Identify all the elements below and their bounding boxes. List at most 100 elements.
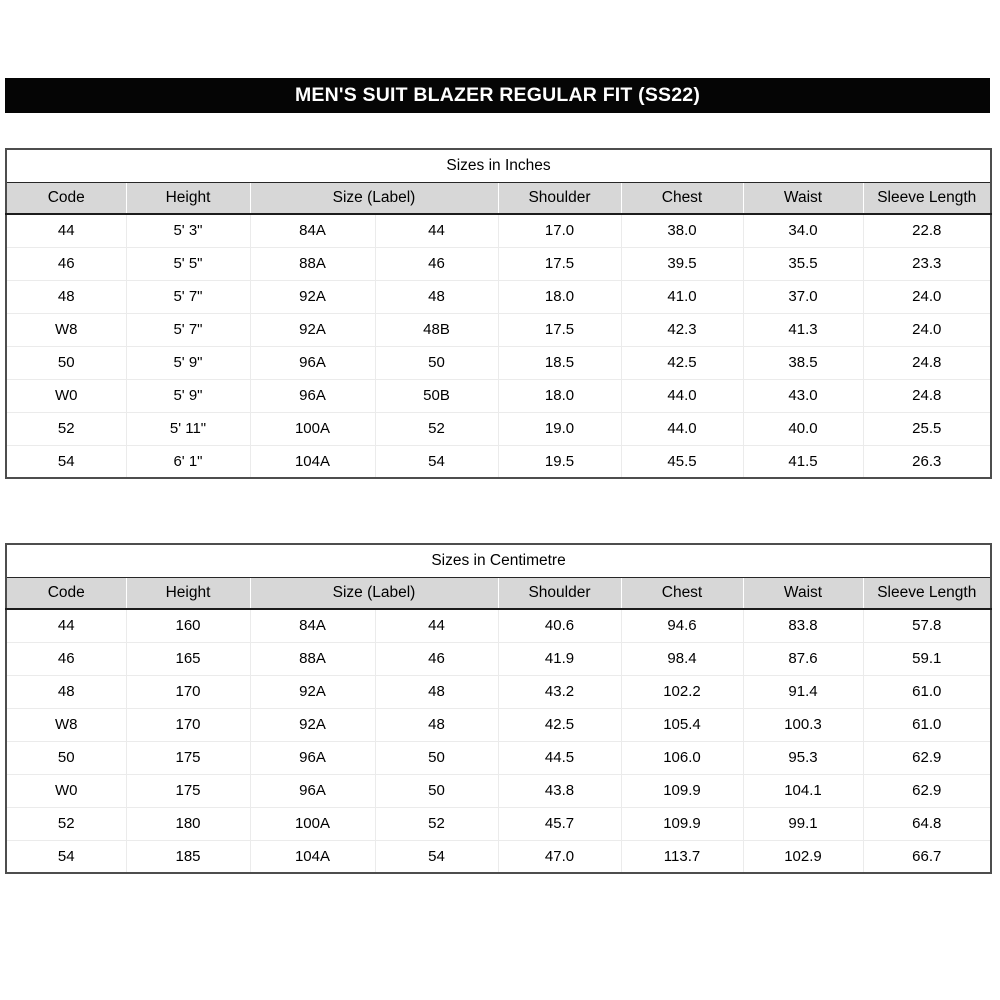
column-header: Chest	[620, 577, 743, 610]
table-cell: 43.2	[497, 674, 621, 708]
table-cell: 95.3	[742, 740, 863, 774]
table-cell: 42.5	[497, 707, 621, 741]
column-header: Height	[125, 577, 250, 610]
table-row: 46 5' 5" 88A 46 17.5 39.5 35.5 23.3	[6, 246, 991, 280]
table-cell: 102.2	[620, 674, 743, 708]
table-cell: 92A	[249, 279, 375, 313]
table-cell: 26.3	[862, 444, 991, 478]
table-cell: 175	[125, 773, 250, 807]
table-row: 44 160 84A 44 40.6 94.6 83.8 57.8	[6, 609, 992, 642]
table-cell: 44	[6, 214, 126, 247]
table-cell: 40.0	[742, 411, 863, 445]
table-cell: 98.4	[620, 641, 743, 675]
table-cell: 113.7	[620, 839, 743, 873]
table-cell: 94.6	[620, 609, 743, 642]
column-header: Sleeve Length	[862, 182, 991, 215]
table-cell: 47.0	[497, 839, 621, 873]
table-cell: 100A	[249, 411, 375, 445]
table-cell: 22.8	[862, 214, 991, 247]
table-cell: 92A	[249, 674, 375, 708]
table-cell: 185	[125, 839, 250, 873]
table-cell: 50	[374, 740, 498, 774]
table-cell: 5' 3"	[125, 214, 250, 247]
table-cell: 92A	[249, 707, 375, 741]
table-cell: 64.8	[862, 806, 992, 840]
table-cell: 48	[374, 279, 498, 313]
sizes-in-centimetre-table: Sizes in Centimetre Code Height Size (Label…	[5, 543, 993, 874]
table-cell: 24.8	[862, 378, 991, 412]
table-cell: 41.5	[742, 444, 863, 478]
table-cell: 37.0	[742, 279, 863, 313]
table-cell: 104.1	[742, 773, 863, 807]
column-header: Shoulder	[497, 577, 621, 610]
table-cell: 57.8	[862, 609, 992, 642]
table-row: 52 180 100A 52 45.7 109.9 99.1 64.8	[6, 806, 992, 840]
table-cell: 52	[6, 411, 126, 445]
page-title: MEN'S SUIT BLAZER REGULAR FIT (SS22)	[294, 84, 701, 106]
table-row: 44 5' 3" 84A 44 17.0 38.0 34.0 22.8	[6, 214, 991, 247]
table-cell: 109.9	[620, 773, 743, 807]
table-cell: 45.7	[497, 806, 621, 840]
table-cell: W0	[6, 773, 126, 807]
table-cell: 54	[6, 839, 126, 873]
column-header: Chest	[620, 182, 743, 215]
table-cell: 96A	[249, 773, 375, 807]
table-title-row: Sizes in Inches	[6, 149, 991, 183]
table-row: 52 5' 11" 100A 52 19.0 44.0 40.0 25.5	[6, 411, 991, 445]
table-cell: 102.9	[742, 839, 863, 873]
table-header-row: Code Height Size (Label) Shoulder Chest Waist…	[6, 577, 992, 610]
table-cell: 5' 5"	[125, 246, 250, 280]
table-cell: 46	[374, 246, 498, 280]
table-cell: 18.5	[497, 345, 621, 379]
table-cell: 180	[125, 806, 250, 840]
table-cell: 52	[374, 411, 498, 445]
table-cell: 23.3	[862, 246, 991, 280]
table-cell: 18.0	[497, 378, 621, 412]
table-title: Sizes in Inches	[6, 149, 991, 183]
table-title: Sizes in Centimetre	[6, 544, 992, 578]
column-header: Height	[125, 182, 250, 215]
table-cell: 5' 7"	[125, 279, 250, 313]
table-cell: 104A	[249, 444, 375, 478]
table-row: W0 5' 9" 96A 50B 18.0 44.0 43.0 24.8	[6, 378, 991, 412]
table-row: 46 165 88A 46 41.9 98.4 87.6 59.1	[6, 641, 992, 675]
table-row: W8 5' 7" 92A 48B 17.5 42.3 41.3 24.0	[6, 312, 991, 346]
table-cell: 6' 1"	[125, 444, 250, 478]
table-cell: 62.9	[862, 740, 992, 774]
table-cell: 84A	[249, 609, 375, 642]
table-row: 54 185 104A 54 47.0 113.7 102.9 66.7	[6, 839, 992, 873]
table-cell: 19.5	[497, 444, 621, 478]
table-cell: 105.4	[620, 707, 743, 741]
table-cell: 17.5	[497, 312, 621, 346]
table-cell: 88A	[249, 246, 375, 280]
table-cell: 61.0	[862, 674, 992, 708]
table-cell: 96A	[249, 378, 375, 412]
table-row: 54 6' 1" 104A 54 19.5 45.5 41.5 26.3	[6, 444, 991, 478]
column-header: Size (Label)	[249, 577, 498, 610]
table-cell: 38.5	[742, 345, 863, 379]
table-cell: 5' 9"	[125, 378, 250, 412]
table-row: 48 170 92A 48 43.2 102.2 91.4 61.0	[6, 674, 992, 708]
table-cell: 87.6	[742, 641, 863, 675]
column-header: Code	[6, 182, 126, 215]
table-cell: 160	[125, 609, 250, 642]
table-cell: 100.3	[742, 707, 863, 741]
table-cell: 41.3	[742, 312, 863, 346]
table-cell: 18.0	[497, 279, 621, 313]
table-cell: 104A	[249, 839, 375, 873]
table-cell: 92A	[249, 312, 375, 346]
table-cell: 42.5	[620, 345, 743, 379]
table-cell: 24.8	[862, 345, 991, 379]
table-cell: 54	[6, 444, 126, 478]
table-cell: 106.0	[620, 740, 743, 774]
table-cell: 61.0	[862, 707, 992, 741]
table-row: W8 170 92A 48 42.5 105.4 100.3 61.0	[6, 707, 992, 741]
table-cell: 46	[374, 641, 498, 675]
table-cell: 5' 7"	[125, 312, 250, 346]
table-cell: 44	[374, 214, 498, 247]
table-cell: 50B	[374, 378, 498, 412]
table-cell: 83.8	[742, 609, 863, 642]
table-cell: 52	[6, 806, 126, 840]
table-cell: 50	[374, 345, 498, 379]
table-cell: 46	[6, 641, 126, 675]
